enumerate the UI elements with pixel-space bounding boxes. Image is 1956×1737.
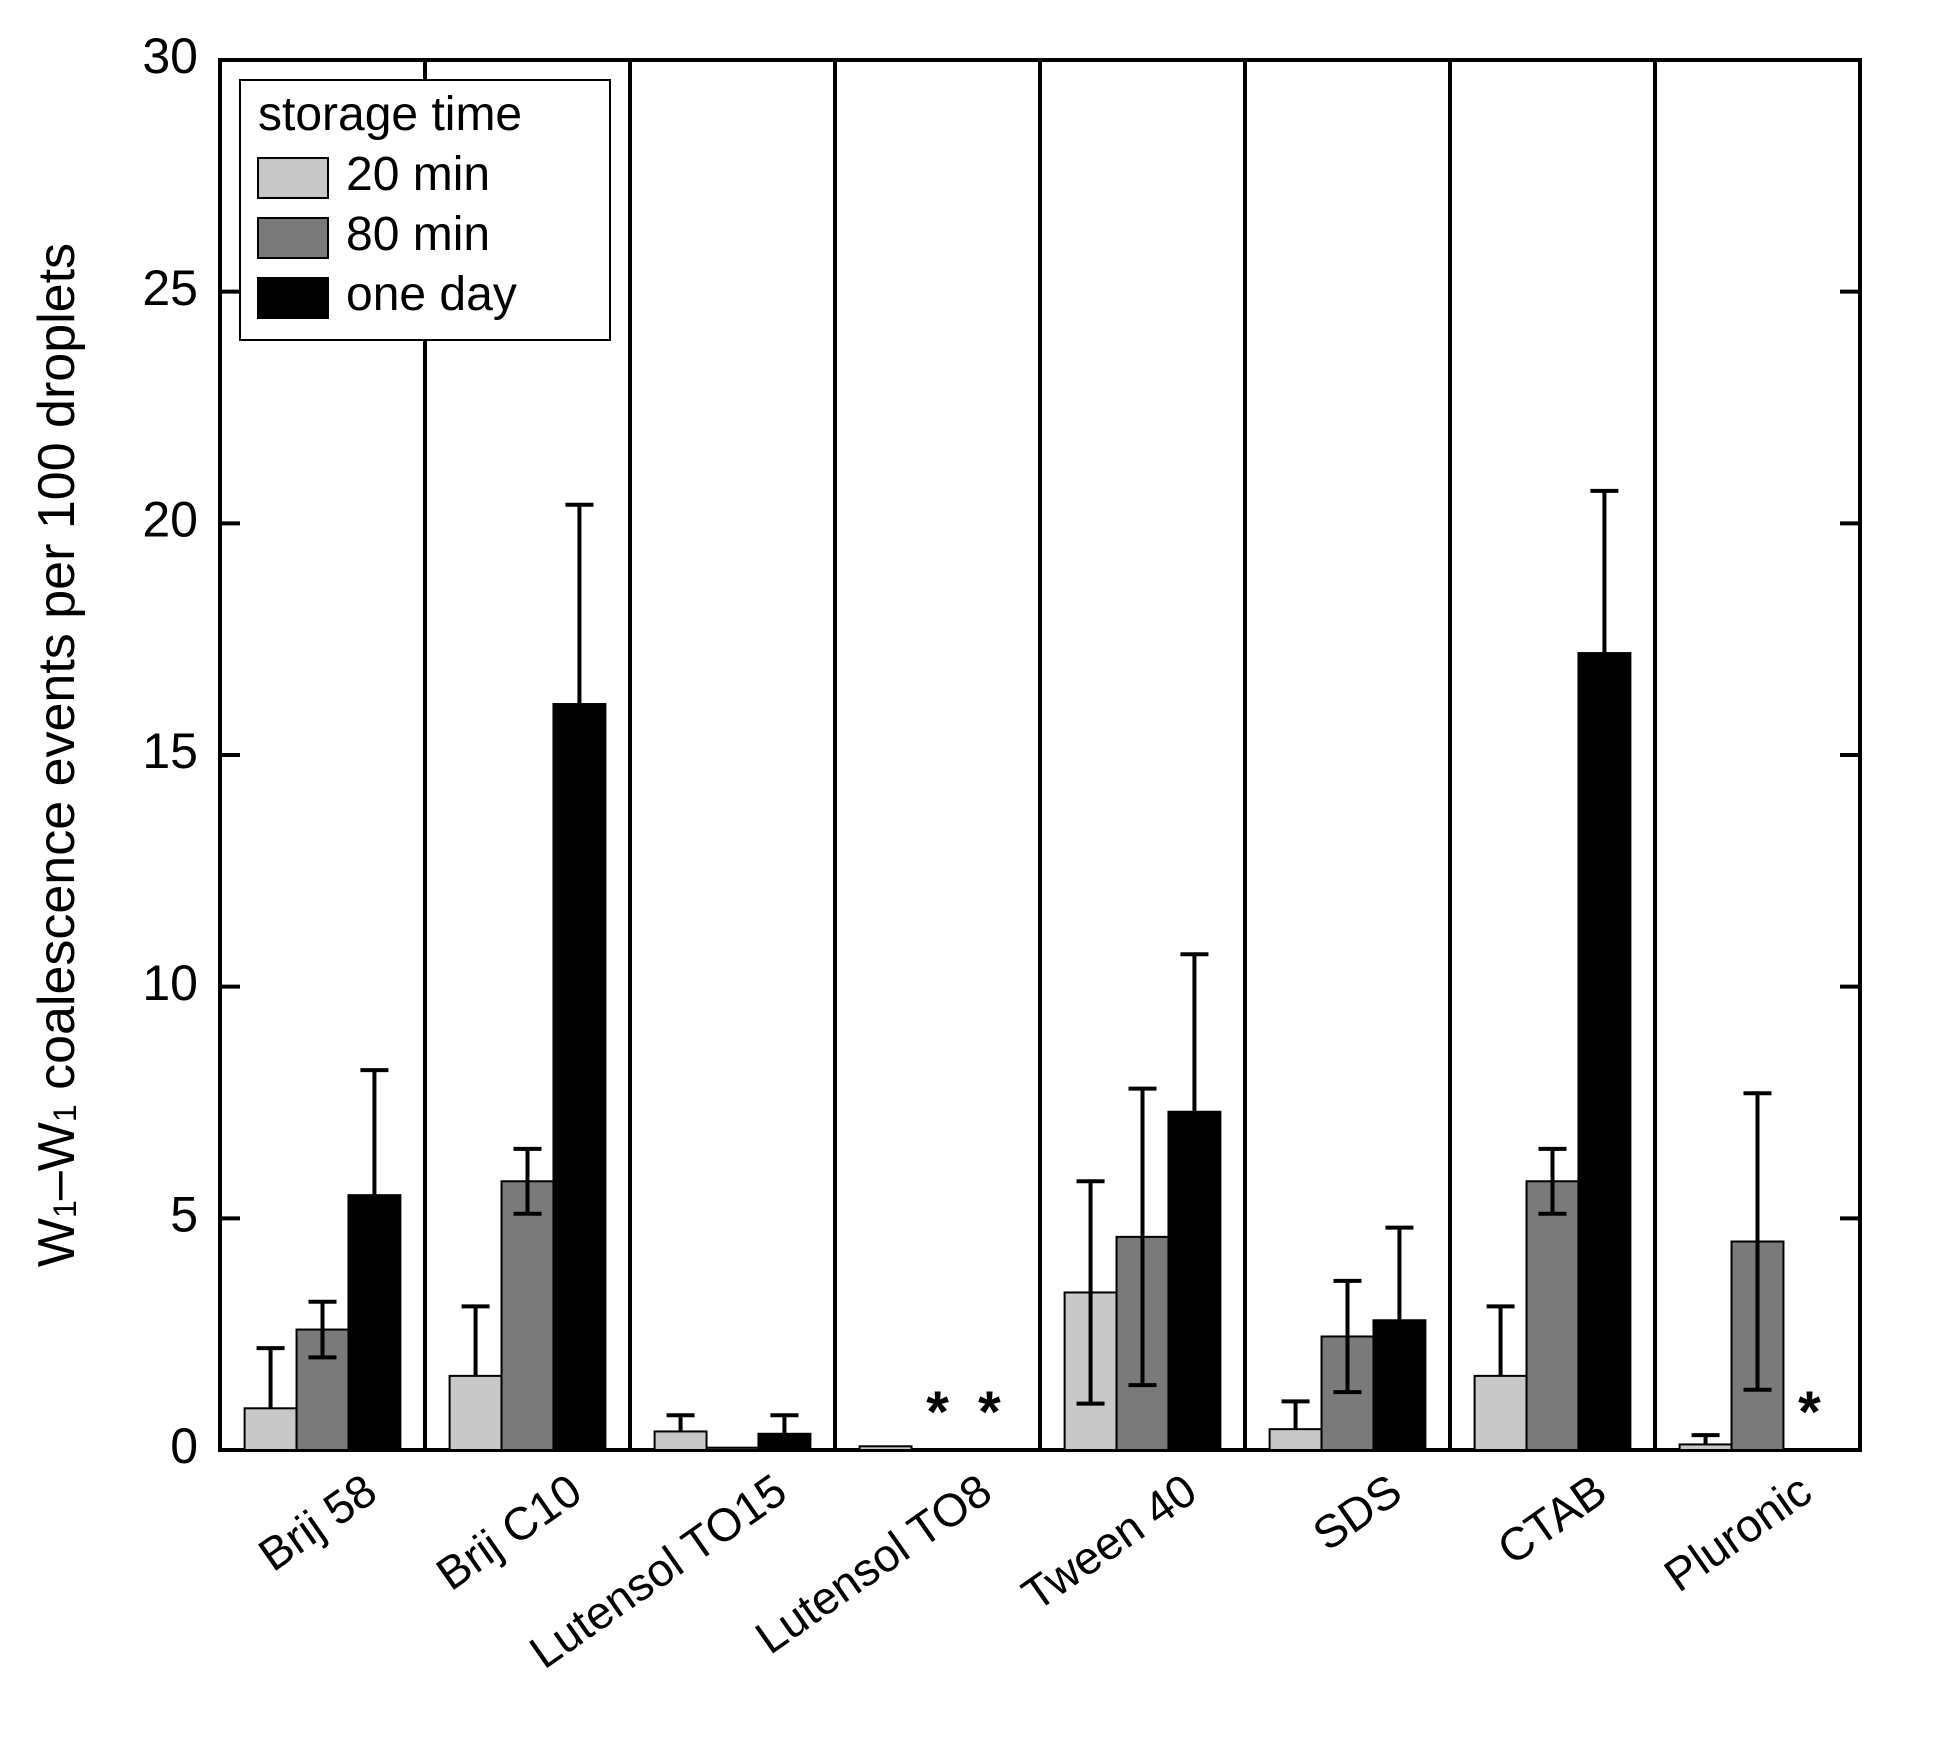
bar <box>450 1376 502 1450</box>
bar <box>553 704 605 1450</box>
legend-item-label: 80 min <box>346 208 490 261</box>
legend-title: storage time <box>258 88 522 141</box>
legend-swatch <box>258 278 328 318</box>
legend-item-label: one day <box>346 268 517 321</box>
y-tick-label: 20 <box>142 492 198 548</box>
bar <box>1475 1376 1527 1450</box>
y-tick-label: 25 <box>142 260 198 316</box>
asterisk-marker: * <box>1798 1380 1821 1445</box>
bar <box>502 1181 554 1450</box>
bar <box>1680 1444 1732 1450</box>
bar <box>1527 1181 1579 1450</box>
bar <box>758 1434 810 1450</box>
legend-swatch <box>258 158 328 198</box>
asterisk-marker: * <box>926 1380 949 1445</box>
bar <box>1168 1112 1220 1450</box>
chart-svg: 051015202530W1–W1 coalescence events per… <box>0 0 1956 1737</box>
chart-container: 051015202530W1–W1 coalescence events per… <box>0 0 1956 1737</box>
y-tick-label: 30 <box>142 28 198 84</box>
y-tick-label: 10 <box>142 955 198 1011</box>
bar <box>245 1408 297 1450</box>
bar <box>1578 653 1630 1450</box>
bar <box>655 1431 707 1450</box>
legend-item-label: 20 min <box>346 148 490 201</box>
asterisk-marker: * <box>978 1380 1001 1445</box>
bar <box>1270 1429 1322 1450</box>
y-tick-label: 0 <box>170 1418 198 1474</box>
y-tick-label: 15 <box>142 723 198 779</box>
bar <box>707 1448 759 1450</box>
legend-swatch <box>258 218 328 258</box>
y-tick-label: 5 <box>170 1187 198 1243</box>
bar <box>348 1195 400 1450</box>
bar <box>860 1446 912 1450</box>
bar <box>1373 1320 1425 1450</box>
